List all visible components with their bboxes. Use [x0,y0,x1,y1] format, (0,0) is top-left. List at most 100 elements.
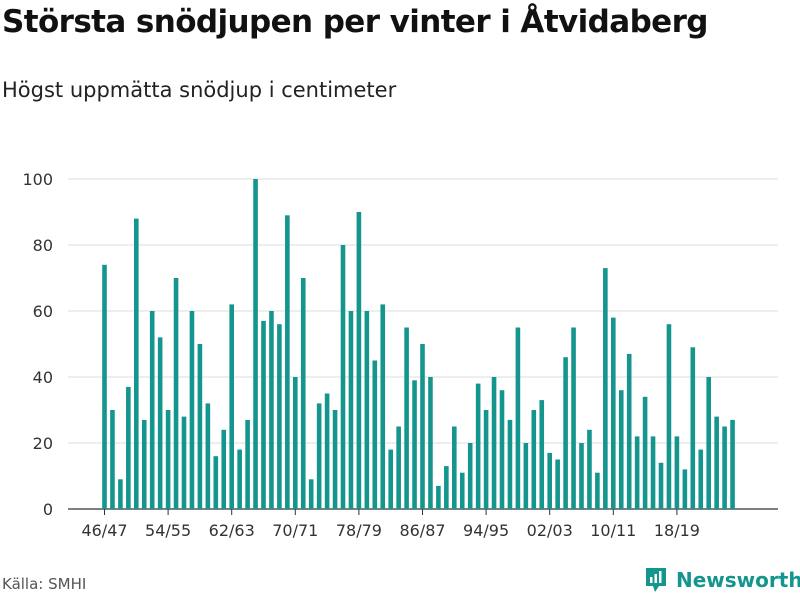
bar-46/47 [102,264,107,509]
bar-04/05 [563,357,568,509]
bar-18/19 [674,436,680,509]
bar-97/98 [507,419,513,509]
bar-86/87 [420,344,425,509]
bar-80/81 [372,360,378,509]
bar-61/62 [221,429,227,509]
bar-82/83 [388,449,393,509]
bar-09/10 [603,268,608,509]
bar-84/85 [404,327,409,509]
x-tick-label: 18/19 [654,521,700,540]
bar-66/67 [261,320,266,509]
bar-90/91 [452,426,457,509]
bar-69/70 [285,215,290,510]
x-tick-label: 62/63 [209,521,255,540]
bar-62/63 [229,304,234,509]
bar-12/13 [626,353,632,509]
x-tick-label: 94/95 [463,521,509,540]
bar-60/61 [213,456,219,509]
newsworthy-logo-icon [646,568,666,592]
bar-50/51 [134,218,139,509]
y-tick-label: 40 [33,368,53,387]
y-tick-label: 80 [33,236,53,255]
bar-73/74 [316,403,322,509]
source-note: Källa: SMHI [2,575,87,593]
bar-13/14 [634,436,640,509]
bar-01/02 [539,400,545,509]
bar-77/78 [348,311,354,509]
y-tick-label: 60 [33,302,53,321]
bar-88/89 [436,485,441,509]
bar-75/76 [332,410,338,509]
bar-21/22 [698,449,704,509]
bar-71/72 [300,278,306,509]
bar-undefined [722,426,727,509]
bar-96/97 [499,390,505,509]
bar-94/95 [483,410,489,509]
chart-title: Största snödjupen per vinter i Åtvidaber… [2,4,708,40]
bar-54/55 [165,410,171,509]
bar-72/73 [308,479,314,509]
bar-17/18 [666,324,672,509]
bar-07/08 [587,429,592,509]
bar-67/68 [269,311,274,509]
bar-16/17 [658,462,664,509]
bar-20/21 [690,347,696,509]
bar-chart: 0 20 40 60 80 100 46/47 54/55 62/63 70/71 78/79 86… [22,170,778,540]
bar-19/20 [682,469,688,509]
x-tick-label: 10/11 [590,521,636,540]
bar-03/04 [555,459,560,509]
bar-95/96 [491,377,497,509]
bar-52/53 [149,311,155,509]
bar-11/12 [618,390,624,509]
bar-14/15 [642,396,648,509]
bar-63/64 [237,449,242,509]
bar-59/60 [205,403,211,509]
bar-00/01 [531,410,537,509]
bar-98/99 [515,327,521,509]
bar-65/66 [253,179,258,509]
bar-15/16 [650,436,656,509]
bar-64/65 [245,419,250,509]
bar-56/57 [181,416,187,509]
bar-49/50 [126,386,131,509]
y-tick-label: 20 [33,434,53,453]
x-tick-label: 02/03 [527,521,573,540]
bar-68/69 [277,324,282,509]
bar-47/48 [110,410,115,509]
bar-23/24 [714,416,719,509]
bar-48/49 [118,479,123,509]
y-tick-label: 100 [22,170,53,189]
bar-02/03 [547,452,552,509]
y-axis-labels: 0 20 40 60 80 100 [22,170,53,519]
bar-76/77 [340,245,346,509]
chart-subtitle: Högst uppmätta snödjup i centimeter [2,78,397,102]
brand-name: Newsworthy [676,568,800,592]
bar-57/58 [189,311,195,509]
bar-05/06 [571,327,576,509]
x-tick-label: 46/47 [81,521,127,540]
x-axis-labels: 46/47 54/55 62/63 70/71 78/79 86/87 94/95 02/03… [81,509,700,540]
bar-06/07 [579,443,584,509]
bar-55/56 [173,278,179,509]
bar-79/80 [364,311,370,509]
bar-74/75 [324,393,330,509]
bar-70/71 [293,377,298,509]
bar-81/82 [380,304,386,509]
bar-22/23 [706,377,711,509]
bar-89/90 [444,466,449,509]
bar-51/52 [141,419,147,509]
x-tick-label: 78/79 [336,521,382,540]
y-tick-label: 0 [43,500,53,519]
bar-83/84 [396,426,401,509]
bar-78/79 [356,212,362,509]
bar-93/94 [475,383,481,509]
x-tick-label: 70/71 [272,521,318,540]
bar-91/92 [459,472,465,509]
x-tick-label: 86/87 [399,521,445,540]
bar-92/93 [467,443,473,509]
bar-99/00 [523,443,529,509]
bar-undefined [730,419,735,509]
bar-58/59 [197,344,203,509]
brand: Newsworthy [644,566,800,594]
bar-87/88 [428,377,433,509]
